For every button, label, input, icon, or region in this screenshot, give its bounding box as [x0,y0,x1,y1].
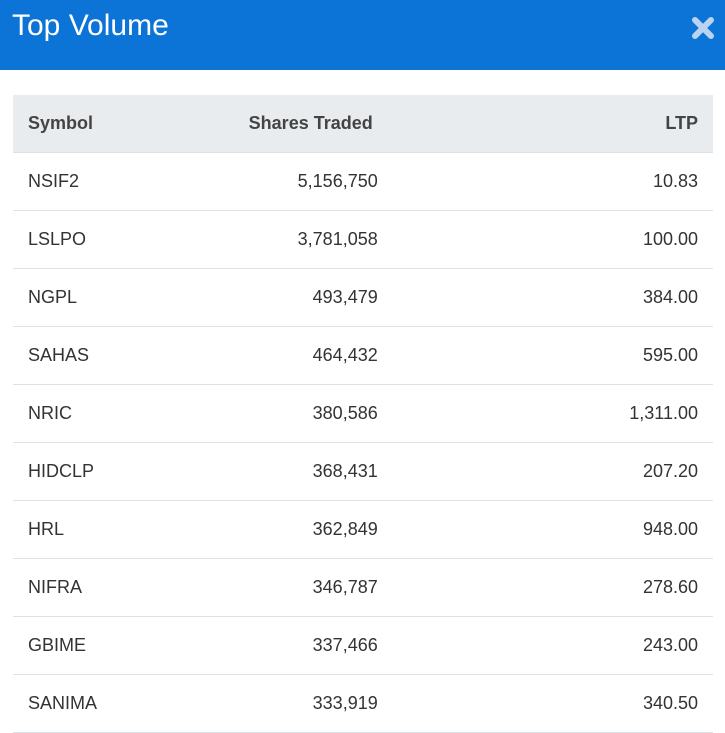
header-row: Symbol Shares Traded LTP [13,95,713,153]
table-cell: 384.00 [587,268,713,327]
table-cell: 333,919 [138,674,588,733]
table-cell: 948.00 [587,500,713,559]
table-cell: GBIME [13,616,139,675]
table-cell: 10.83 [587,152,713,211]
table-cell: 362,849 [138,500,588,559]
table-cell: SANIMA [13,674,139,733]
table-row: HRL 362,849 948.00 [13,500,713,559]
table-cell: 595.00 [587,326,713,385]
table-cell: NSIF2 [13,152,139,211]
table-row: NSIF2 5,156,750 10.83 [13,152,713,211]
table-cell: 380,586 [138,384,588,443]
table-cell: HIDCLP [13,442,139,501]
table-row: NRIC 380,586 1,311.00 [13,384,713,443]
table-cell: 368,431 [138,442,588,501]
table-cell: 340.50 [587,674,713,733]
table-cell: 1,311.00 [587,384,713,443]
modal-header: Top Volume [0,0,725,70]
table-cell: 100.00 [587,210,713,269]
close-button[interactable] [691,16,715,40]
table-row: LSLPO 3,781,058 100.00 [13,210,713,269]
column-header: Symbol [13,95,139,153]
volume-table: Symbol Shares Traded LTP NSIF2 5,156,750 10.… [13,95,713,733]
table-row: SANIMA 333,919 340.50 [13,674,713,733]
column-header: Shares Traded [138,95,588,153]
column-header: LTP [587,95,713,153]
table-row: NGPL 493,479 384.00 [13,268,713,327]
table-cell: 337,466 [138,616,588,675]
table-cell: SAHAS [13,326,139,385]
table-cell: HRL [13,500,139,559]
table-cell: 464,432 [138,326,588,385]
table-row: HIDCLP 368,431 207.20 [13,442,713,501]
table-cell: NIFRA [13,558,139,617]
table-cell: 3,781,058 [138,210,588,269]
table-cell: NGPL [13,268,139,327]
table-row: NIFRA 346,787 278.60 [13,558,713,617]
table-cell: 493,479 [138,268,588,327]
table-row: SAHAS 464,432 595.00 [13,326,713,385]
table-cell: 278.60 [587,558,713,617]
table-row: GBIME 337,466 243.00 [13,616,713,675]
table-cell: 346,787 [138,558,588,617]
table-cell: NRIC [13,384,139,443]
table-cell: 5,156,750 [138,152,588,211]
modal-title: Top Volume [12,9,169,42]
table-cell: LSLPO [13,210,139,269]
table-cell: 243.00 [587,616,713,675]
table-cell: 207.20 [587,442,713,501]
